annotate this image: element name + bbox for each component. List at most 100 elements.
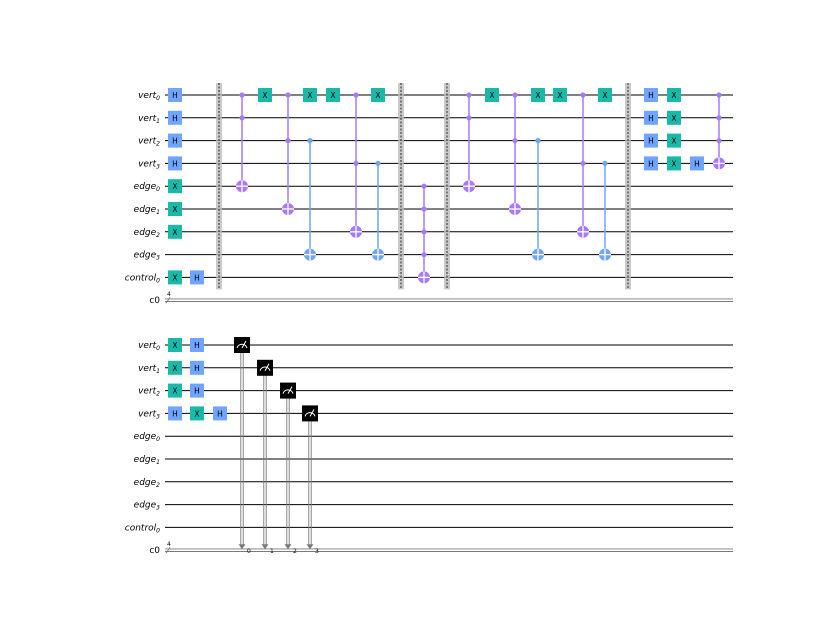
control-dot <box>353 160 359 166</box>
x-gate-box <box>168 383 182 398</box>
qubit-label-control-0: control0 <box>125 273 160 284</box>
qubit-label-edge-0: edge0 <box>134 182 161 193</box>
x-gate: X <box>667 156 681 171</box>
h-gate: H <box>168 88 182 102</box>
x-gate: X <box>303 88 317 102</box>
h-gate-box <box>644 133 658 148</box>
h-gate-label: H <box>172 137 178 146</box>
qubit-label-edge-0: edge0 <box>134 432 161 443</box>
qubit-label-vert-3: vert3 <box>138 409 160 420</box>
qubit-label-vert-1: vert1 <box>138 364 160 375</box>
h-gate-box <box>644 110 658 125</box>
h-gate: H <box>644 110 658 125</box>
h-gate: H <box>644 156 658 171</box>
h-gate-label: H <box>648 114 654 123</box>
classical-register-label: c0 <box>149 296 160 306</box>
meter-needle <box>309 409 315 417</box>
qubit-label-edge-3: edge3 <box>134 251 161 262</box>
x-gate-label: X <box>330 91 335 100</box>
x-gate: X <box>168 270 182 285</box>
measure-bit-label: 3 <box>315 548 319 555</box>
h-gate-label: H <box>694 159 700 168</box>
measure-box <box>280 382 296 399</box>
h-gate-label: H <box>648 91 654 100</box>
control-dot <box>512 138 518 144</box>
qubit-label-vert-2: vert2 <box>138 387 160 398</box>
x-gate-box <box>598 88 612 102</box>
x-gate-label: X <box>671 91 676 100</box>
h-gate-box <box>690 156 704 171</box>
x-gate-label: X <box>172 182 177 191</box>
x-gate: X <box>531 88 545 102</box>
control-dot <box>716 92 722 98</box>
classical-register-label: c0 <box>149 546 160 556</box>
control-dot <box>421 206 427 212</box>
h-gate: H <box>644 133 658 148</box>
h-gate-box <box>644 156 658 171</box>
classical-bundle-slash <box>165 546 171 554</box>
x-gate-label: X <box>194 409 199 418</box>
x-gate-label: X <box>671 114 676 123</box>
qubit-label-edge-1: edge1 <box>134 455 160 466</box>
h-gate: H <box>190 360 204 375</box>
x-gate: X <box>168 338 182 352</box>
h-gate: H <box>168 133 182 148</box>
control-dot <box>421 183 427 189</box>
control-dot <box>466 115 472 121</box>
h-gate: H <box>190 383 204 398</box>
x-gate: X <box>258 88 272 102</box>
measure-bit-label: 0 <box>247 548 251 555</box>
x-gate-label: X <box>489 91 494 100</box>
x-gate-box <box>553 88 567 102</box>
h-gate-box <box>190 383 204 398</box>
h-gate: H <box>690 156 704 171</box>
x-gate: X <box>168 383 182 398</box>
x-gate: X <box>168 202 182 216</box>
control-dot <box>285 92 291 98</box>
meter-icon <box>236 343 248 349</box>
h-gate: H <box>190 270 204 285</box>
measure-arrow <box>238 544 246 550</box>
x-gate-label: X <box>172 273 177 282</box>
qubit-label-vert-1: vert1 <box>138 114 160 125</box>
h-gate-box <box>168 110 182 125</box>
h-gate-box <box>168 88 182 102</box>
qubit-label-edge-1: edge1 <box>134 205 160 216</box>
h-gate: H <box>168 406 182 421</box>
h-gate-label: H <box>172 409 178 418</box>
h-gate-label: H <box>172 159 178 168</box>
x-gate-box <box>485 88 499 102</box>
h-gate-label: H <box>194 364 200 373</box>
control-dot <box>512 92 518 98</box>
x-gate: X <box>667 110 681 125</box>
control-dot <box>285 138 291 144</box>
measure-gate: 3 <box>302 405 319 555</box>
x-gate-label: X <box>262 91 267 100</box>
h-gate-label: H <box>194 341 200 350</box>
h-gate-box <box>190 338 204 352</box>
qubit-label-vert-0: vert0 <box>138 91 160 102</box>
h-gate: H <box>213 406 227 421</box>
x-gate-label: X <box>307 91 312 100</box>
x-gate: X <box>667 133 681 148</box>
measure-box <box>302 405 318 422</box>
qubit-label-edge-3: edge3 <box>134 501 161 512</box>
control-dot <box>580 92 586 98</box>
h-gate-label: H <box>194 387 200 396</box>
control-dot <box>580 160 586 166</box>
h-gate-box <box>190 270 204 285</box>
multi-controlled-x <box>350 92 362 238</box>
x-gate-box <box>168 202 182 216</box>
h-gate-label: H <box>648 159 654 168</box>
x-gate-box <box>667 88 681 102</box>
h-gate-box <box>213 406 227 421</box>
measure-arrow <box>306 544 314 550</box>
x-gate-label: X <box>602 91 607 100</box>
x-gate-box <box>667 133 681 148</box>
x-gate: X <box>168 360 182 375</box>
control-dot <box>716 115 722 121</box>
x-gate: X <box>168 179 182 194</box>
circuit-panel-1: vert0 vert1 vert2 vert3 edge0 edge1 edge2 edge3… <box>125 83 733 306</box>
x-gate: X <box>190 406 204 421</box>
measure-bit-label: 1 <box>270 548 274 555</box>
